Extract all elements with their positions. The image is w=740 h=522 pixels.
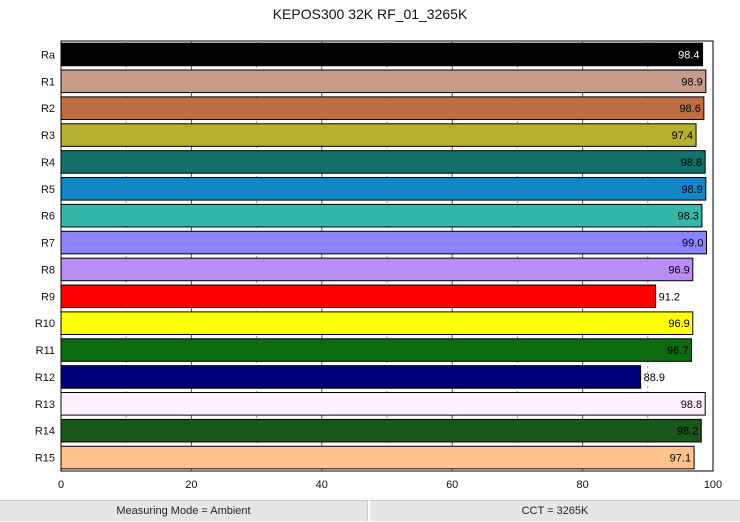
bar-r9 (60, 284, 657, 309)
measuring-mode-status: Measuring Mode = Ambient (0, 500, 368, 521)
bar-r7 (60, 230, 707, 255)
category-labels: Ra R1 R2 R3 R4 R5 R6 R7 R8 R9 R10 R11 R12 R13 R14 R15 (35, 49, 56, 464)
category-label: R2 (41, 103, 55, 115)
bar-value-label: 98.6 (679, 103, 700, 115)
category-label: R1 (41, 76, 55, 88)
x-tick-label: 60 (446, 479, 458, 491)
category-label: R6 (41, 211, 55, 223)
bar-value-label: 99.0 (682, 238, 703, 250)
category-label: R7 (41, 238, 55, 250)
bar-r8 (60, 257, 694, 282)
category-label: R4 (41, 157, 55, 169)
x-tick-label: 80 (576, 479, 588, 491)
bar-value-label: 98.9 (681, 76, 702, 88)
bar-r12 (60, 365, 642, 389)
bar-chart: 98.4 98.9 98.6 97.4 98.8 98.9 98.3 99.0 96.9 91.2… (35, 40, 722, 491)
bar-ra (60, 42, 704, 67)
x-tick-label: 40 (316, 479, 328, 491)
bar-value-label: 96.9 (668, 264, 689, 276)
bar-value-label: 91.2 (659, 291, 680, 303)
bar-value-label: 98.8 (681, 399, 702, 411)
bar-value-label: 88.9 (644, 372, 665, 384)
bar-value-label: 98.2 (677, 426, 698, 438)
bar-r15 (60, 445, 695, 470)
chart-title: KEPOS300 32K RF_01_3265K (272, 6, 468, 22)
bar-r10 (60, 311, 694, 335)
x-tick-labels: 0 20 40 60 80 100 (58, 479, 722, 491)
bar-value-label: 97.1 (670, 453, 691, 465)
bar-r3 (60, 123, 697, 147)
bar-value-label: 96.7 (667, 345, 688, 357)
bar-value-label: 98.8 (681, 157, 702, 169)
category-label: R15 (35, 453, 55, 465)
bar-r14 (60, 418, 702, 443)
bar-value-label: 98.3 (677, 211, 698, 223)
category-label: R11 (36, 345, 55, 357)
category-label: Ra (41, 49, 56, 61)
category-label: R5 (41, 184, 55, 196)
bar-value-label: 96.9 (668, 318, 689, 330)
bar-value-label: 97.4 (672, 130, 693, 142)
x-tick-label: 0 (58, 479, 64, 491)
bar-r5 (60, 177, 707, 201)
bar-r4 (60, 150, 706, 174)
bar-r1 (60, 69, 707, 94)
bar-value-label: 98.4 (678, 49, 699, 61)
bars: 98.4 98.9 98.6 97.4 98.8 98.9 98.3 99.0 96.9 91.2… (60, 42, 707, 470)
category-label: R9 (41, 291, 55, 303)
category-label: R12 (35, 372, 55, 384)
category-label: R14 (35, 426, 55, 438)
category-label: R3 (41, 130, 55, 142)
bar-r6 (60, 203, 703, 228)
category-label: R10 (35, 318, 55, 330)
cct-status: CCT = 3265K (370, 500, 740, 521)
bar-r11 (60, 338, 692, 362)
bar-r2 (60, 96, 705, 120)
bar-r13 (60, 392, 706, 416)
bar-value-label: 98.9 (681, 184, 702, 196)
category-label: R13 (35, 399, 55, 411)
x-tick-label: 20 (185, 479, 197, 491)
x-tick-label: 100 (704, 479, 722, 491)
category-label: R8 (41, 264, 55, 276)
